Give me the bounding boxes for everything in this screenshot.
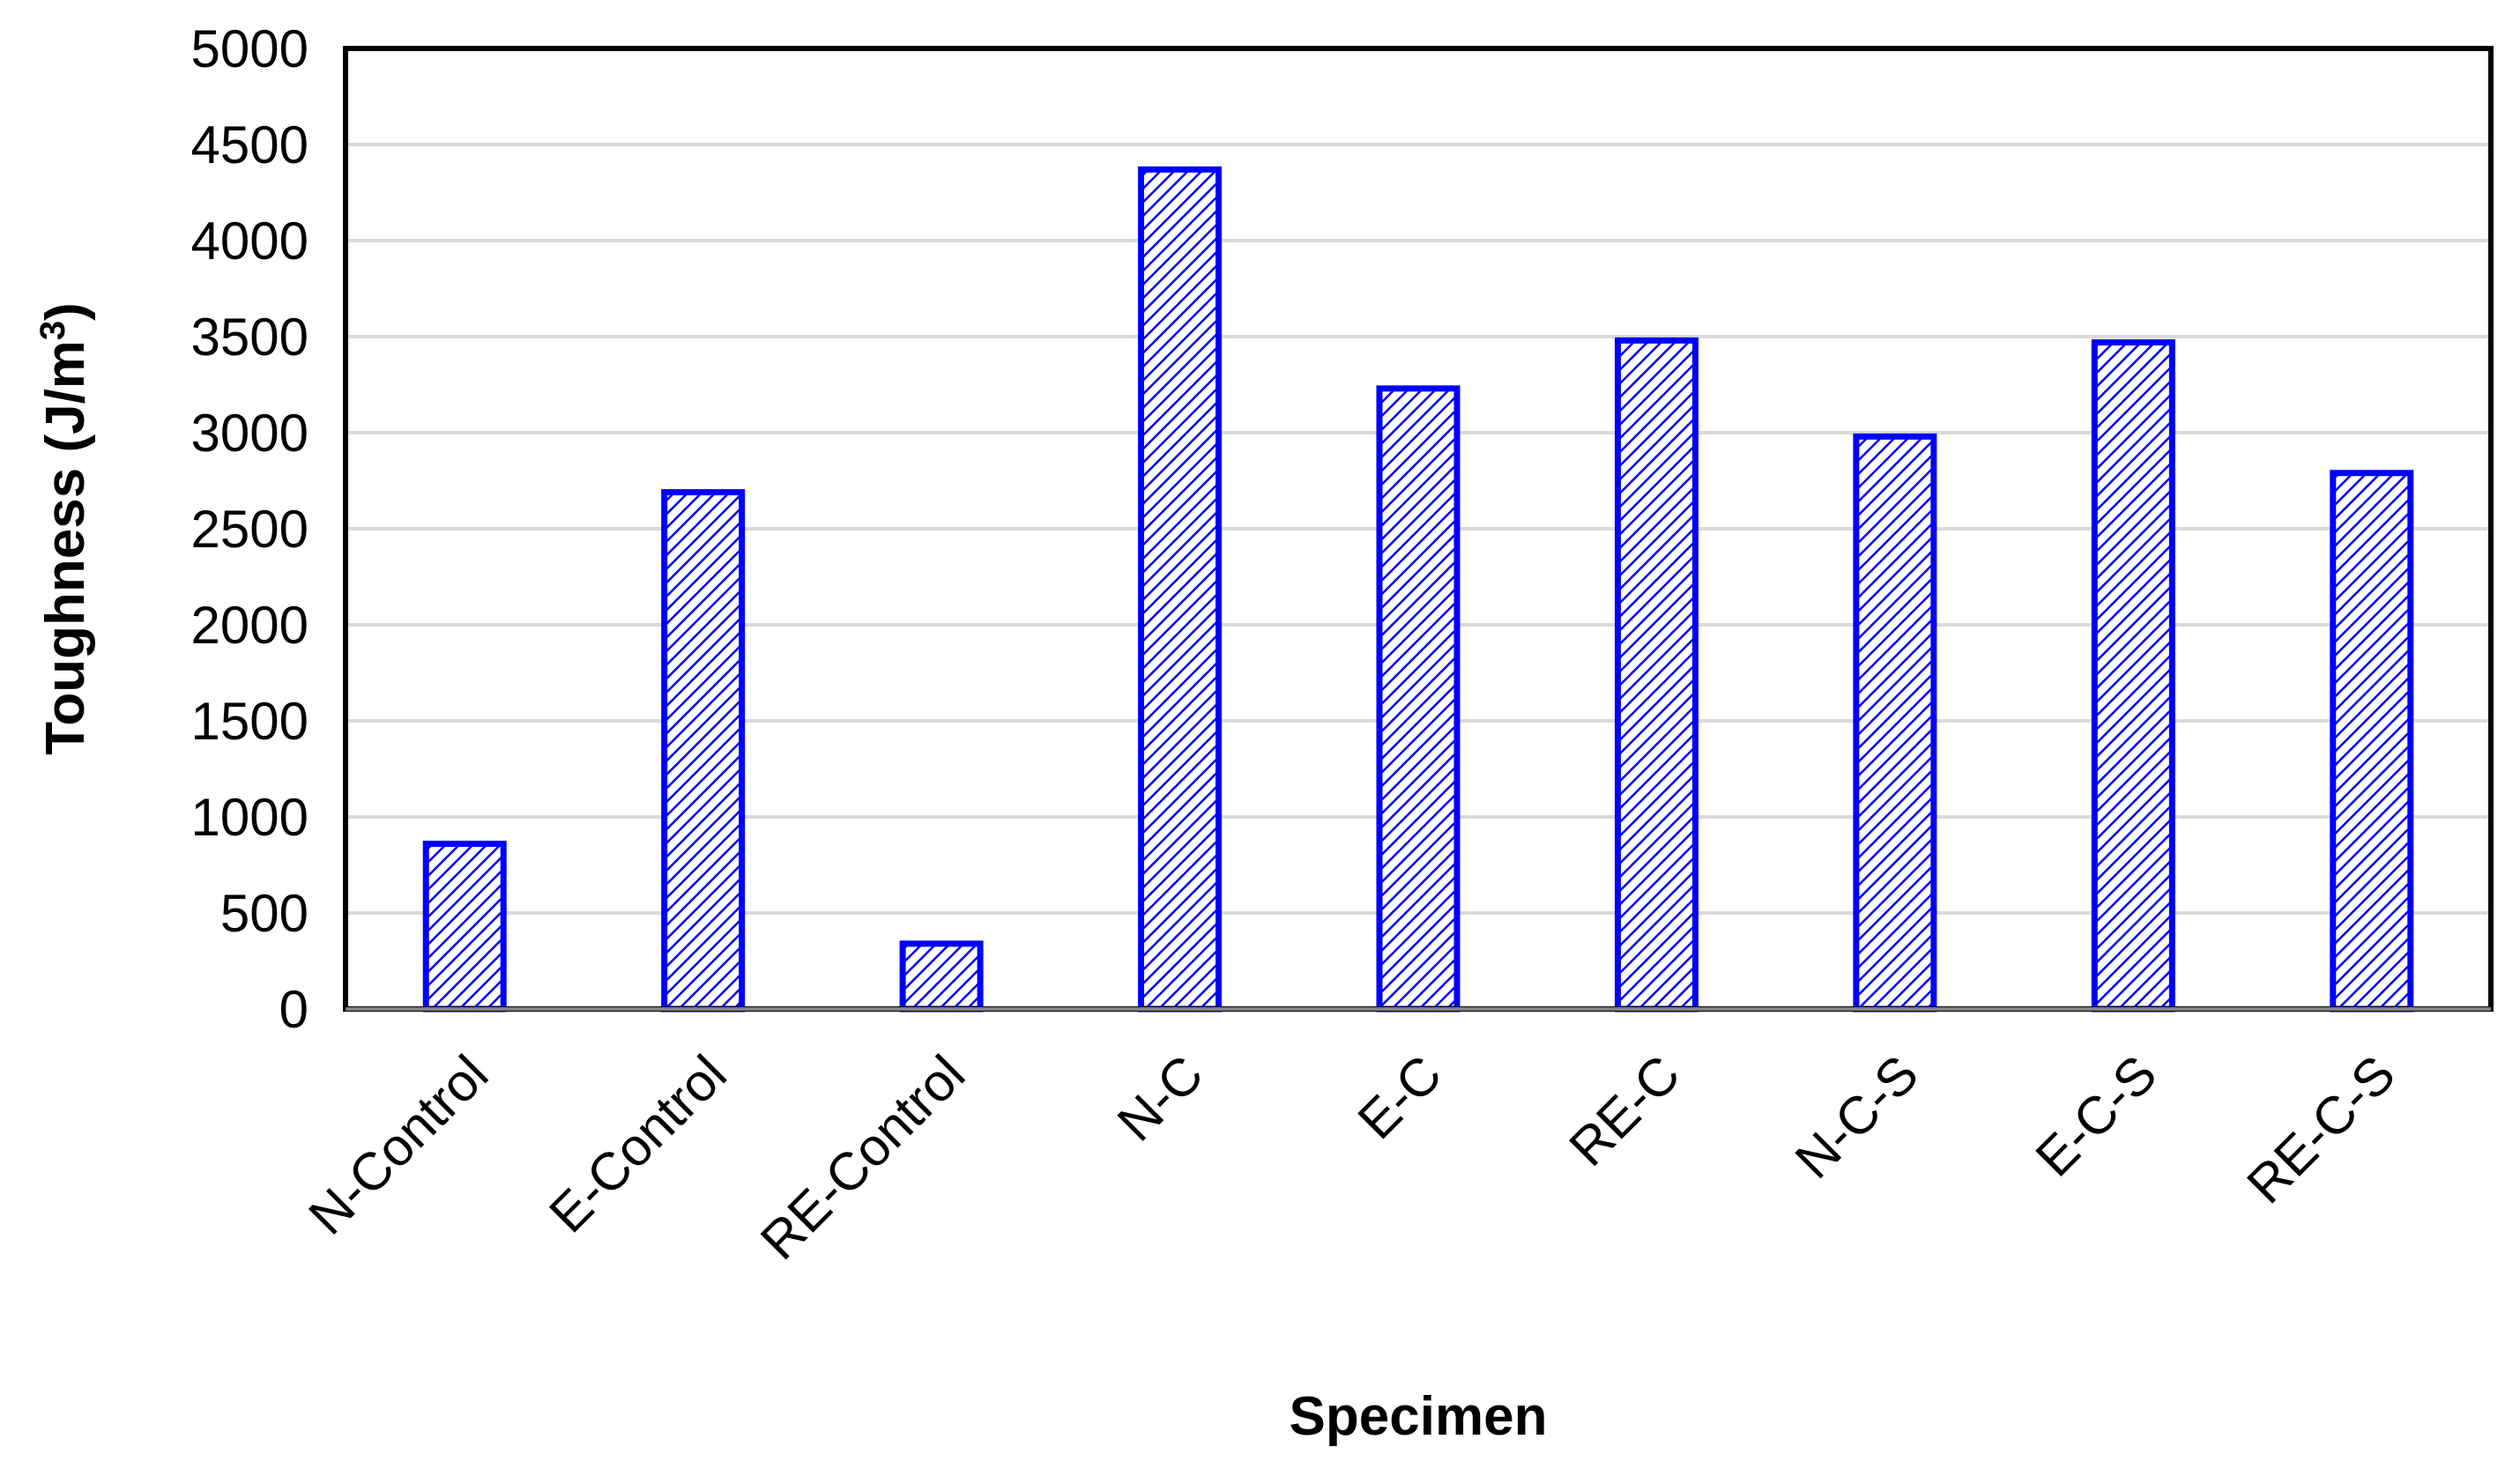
- y-tick-label: 4500: [191, 115, 308, 174]
- y-axis-title-suffix: ): [35, 302, 96, 321]
- y-tick-label: 3500: [191, 308, 308, 367]
- x-category-label: RE-C-S: [2235, 1044, 2406, 1215]
- x-category-label: N-Control: [297, 1044, 499, 1246]
- y-axis-ticks: 0 500 1000 1500 2000 2500 3000 3500 4000 4500 5000: [191, 19, 308, 1039]
- x-category-label: E-C-S: [2025, 1044, 2168, 1188]
- x-category-label: RE-C: [1558, 1044, 1691, 1177]
- bar-n-c-s: [1853, 433, 1937, 1013]
- x-axis-title: Specimen: [1290, 1386, 1548, 1447]
- y-tick-label: 2000: [191, 596, 308, 655]
- x-category-label: E-C: [1347, 1044, 1453, 1150]
- x-category-label: N-C-S: [1784, 1044, 1929, 1190]
- bars: [422, 166, 2414, 1013]
- y-tick-label: 1000: [191, 788, 308, 847]
- y-tick-label: 5000: [191, 19, 308, 78]
- x-category-label: RE-Control: [749, 1044, 976, 1271]
- bar-n-control: [422, 841, 507, 1013]
- bar-e-c-s: [2091, 339, 2175, 1013]
- y-axis-title-text: Toughness (J/m: [35, 340, 96, 755]
- y-tick-label: 500: [220, 884, 308, 943]
- bar-re-c: [1614, 337, 1699, 1013]
- y-tick-label: 2500: [191, 500, 308, 559]
- bar-n-c: [1138, 166, 1223, 1013]
- bar-re-c-s: [2330, 470, 2414, 1013]
- y-tick-label: 3000: [191, 404, 308, 463]
- x-category-label: E-Control: [538, 1044, 738, 1244]
- x-category-label: N-C: [1106, 1044, 1215, 1153]
- bar-e-control: [661, 489, 746, 1013]
- x-axis-category-labels: N-Control E-Control RE-Control N-C E-C RE-C N-…: [297, 1044, 2405, 1271]
- y-axis-title: Toughness (J/m3): [33, 302, 96, 755]
- y-tick-label: 1500: [191, 692, 308, 751]
- y-tick-label: 0: [279, 980, 308, 1039]
- bar-re-control: [899, 940, 984, 1013]
- y-tick-label: 4000: [191, 211, 308, 271]
- bar-e-c: [1376, 385, 1461, 1013]
- y-axis-title-superscript: 3: [33, 321, 72, 340]
